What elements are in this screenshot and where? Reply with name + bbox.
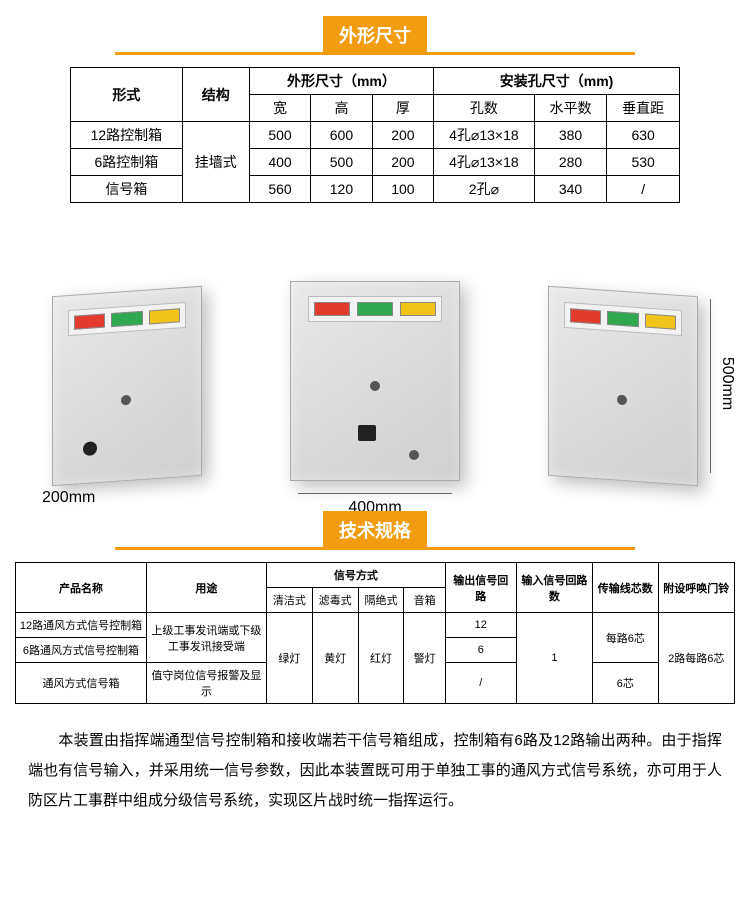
th-d: 厚 — [372, 95, 433, 122]
indicator-light — [645, 314, 676, 330]
indicator-light — [149, 308, 180, 324]
th-w: 宽 — [249, 95, 310, 122]
th-use: 用途 — [146, 563, 266, 613]
cell-struct: 挂墙式 — [182, 122, 249, 203]
indicator-light — [74, 314, 105, 330]
th-struct: 结构 — [182, 68, 249, 122]
indicator-light — [314, 302, 350, 316]
th-vd: 垂直距 — [607, 95, 680, 122]
badge-label: 外形尺寸 — [323, 16, 427, 54]
th-core: 传输线芯数 — [593, 563, 658, 613]
indicator-light — [570, 308, 601, 324]
table-row: 12路控制箱 挂墙式 500 600 200 4孔⌀13×18 380 630 — [71, 122, 680, 149]
th-name: 产品名称 — [16, 563, 147, 613]
indicator-light — [400, 302, 436, 316]
th-holes: 安装孔尺寸（mm) — [434, 68, 680, 95]
section-badge-specs: 技术规格 — [0, 511, 750, 550]
dim-height: 500mm — [718, 357, 736, 415]
indicator-light — [607, 311, 638, 327]
table-row: 12路通风方式信号控制箱 上级工事发讯端或下级工事发讯接受端 绿灯 黄灯 红灯 … — [16, 613, 735, 638]
th-hc: 孔数 — [434, 95, 535, 122]
table-row: 信号箱 560 120 100 2孔⌀ 340 / — [71, 176, 680, 203]
dim-depth: 200mm — [42, 489, 95, 507]
product-box-front: 400mm — [290, 281, 460, 481]
th-hp: 水平数 — [534, 95, 607, 122]
indicator-light — [111, 311, 142, 327]
th-dims: 外形尺寸（mm） — [249, 68, 433, 95]
badge-label: 技术规格 — [323, 511, 427, 549]
table-row: 6路控制箱 400 500 200 4孔⌀13×18 280 530 — [71, 149, 680, 176]
product-box-left: 200mm — [52, 291, 202, 481]
th-signal: 信号方式 — [266, 563, 445, 588]
section-badge-dimensions: 外形尺寸 — [0, 16, 750, 55]
specs-table: 产品名称 用途 信号方式 输出信号回路 输入信号回路数 传输线芯数 附设呼唤门铃… — [15, 562, 735, 704]
th-out: 输出信号回路 — [445, 563, 516, 613]
indicator-light — [357, 302, 393, 316]
product-image-row: 200mm 400mm — [8, 221, 742, 481]
th-in: 输入信号回路数 — [516, 563, 592, 613]
th-h: 高 — [311, 95, 372, 122]
th-bell: 附设呼唤门铃 — [658, 563, 734, 613]
description-text: 本装置由指挥端通型信号控制箱和接收端若干信号箱组成，控制箱有6路及12路输出两种… — [0, 716, 750, 840]
product-box-right: 500mm — [548, 291, 698, 481]
dimensions-table: 形式 结构 外形尺寸（mm） 安装孔尺寸（mm) 宽 高 厚 孔数 水平数 垂直… — [70, 67, 680, 203]
th-form: 形式 — [71, 68, 183, 122]
